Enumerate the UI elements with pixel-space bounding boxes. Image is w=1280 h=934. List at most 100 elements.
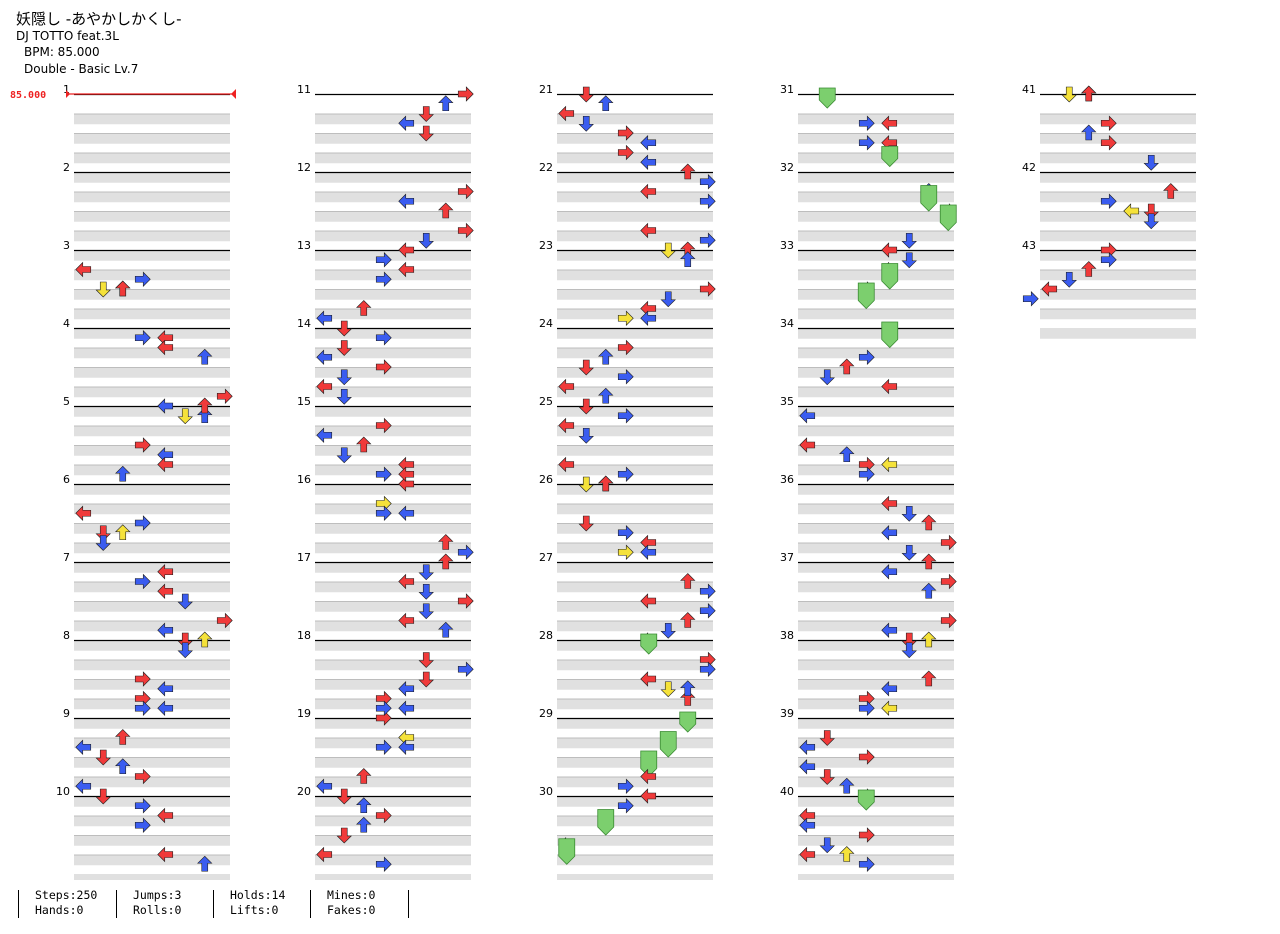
- arrow-note: [336, 827, 352, 844]
- beat-shade: [74, 562, 230, 573]
- beat-shade: [557, 562, 713, 573]
- beat-shade: [557, 815, 713, 827]
- beat-shade: [798, 113, 954, 125]
- arrow-note: [75, 778, 92, 794]
- arrow-note: [418, 564, 434, 581]
- beat-shade: [315, 503, 471, 515]
- beat-shade: [315, 854, 471, 866]
- measure-23: 23: [539, 232, 716, 339]
- beat-shade: [557, 874, 713, 880]
- step-chart: 1234567891011121314151617181920212223242…: [10, 83, 1196, 880]
- arrow-note: [418, 125, 434, 142]
- beat-shade: [74, 503, 230, 515]
- arrow-note: [881, 115, 898, 131]
- arrow-note: [356, 436, 372, 453]
- stat-top: Mines:0: [327, 888, 376, 902]
- beat-shade: [557, 698, 713, 710]
- arrow-note: [680, 680, 696, 697]
- measure-41: 41: [1022, 83, 1196, 183]
- beat-shade: [74, 308, 230, 320]
- arrow-note: [157, 456, 174, 473]
- beat-shade: [74, 289, 230, 300]
- arrow-note: [640, 135, 657, 151]
- beat-shade: [798, 191, 954, 203]
- arrow-note: [699, 193, 716, 209]
- measure-number: 26: [539, 473, 553, 486]
- arrow-note: [578, 476, 594, 493]
- arrow-note: [578, 398, 594, 415]
- measure-29: 29: [539, 707, 713, 807]
- arrow-note: [336, 340, 352, 356]
- arrow-note: [640, 544, 657, 560]
- beat-shade: [557, 308, 713, 320]
- beat-shade: [315, 640, 471, 651]
- beat-shade: [798, 406, 954, 417]
- arrow-note: [578, 515, 594, 532]
- arrow-note: [819, 730, 835, 746]
- arrow-note: [398, 681, 415, 697]
- beat-shade: [315, 386, 471, 398]
- measure-number: 9: [63, 707, 70, 720]
- beat-shade: [315, 250, 471, 261]
- beat-shade: [798, 230, 954, 242]
- measure-number: 4: [63, 317, 70, 330]
- arrow-note: [858, 827, 875, 843]
- measure-28: 28: [539, 629, 716, 729]
- hold-note: [818, 87, 836, 109]
- arrow-note: [881, 700, 898, 716]
- beat-shade: [74, 523, 230, 534]
- arrow-note: [336, 320, 352, 337]
- arrow-note: [660, 681, 676, 698]
- beat-shade: [315, 328, 471, 339]
- beat-shade: [798, 737, 954, 749]
- arrow-note: [418, 106, 434, 122]
- beat-shade: [1040, 211, 1196, 222]
- beat-shade: [74, 659, 230, 671]
- beat-shade: [74, 191, 230, 203]
- measure-number: 7: [63, 551, 70, 564]
- beat-shade: [557, 542, 713, 554]
- beat-shade: [315, 445, 471, 456]
- arrow-note: [316, 427, 333, 443]
- arrow-note: [1061, 271, 1077, 288]
- hold-note: [881, 263, 899, 290]
- arrow-note: [216, 388, 233, 404]
- arrow-note: [418, 652, 434, 668]
- measure-number: 14: [297, 317, 311, 330]
- arrow-note: [578, 427, 594, 444]
- beat-shade: [1040, 230, 1196, 242]
- beat-shade: [315, 776, 471, 788]
- arrow-note: [799, 817, 816, 833]
- measure-number: 42: [1022, 161, 1036, 174]
- arrow-note: [95, 788, 111, 805]
- measure-19: 19: [297, 700, 471, 807]
- hold-note: [857, 282, 875, 310]
- beat-shade: [557, 640, 713, 651]
- beat-shade: [557, 776, 713, 788]
- measure-32: 32: [780, 161, 957, 261]
- arrow-note: [438, 621, 454, 638]
- measure-31: 31: [780, 83, 954, 183]
- measure-15: 15: [297, 395, 471, 495]
- beat-shade: [798, 854, 954, 866]
- arrow-note: [940, 534, 957, 551]
- arrow-note: [157, 622, 174, 638]
- measure-20: 20: [297, 768, 471, 880]
- measure-number: 38: [780, 629, 794, 642]
- beat-shade: [557, 347, 713, 359]
- arrow-note: [115, 729, 131, 745]
- arrow-note: [598, 475, 614, 492]
- hold-note: [597, 809, 615, 836]
- arrow-note: [398, 505, 415, 521]
- beat-shade: [1040, 152, 1196, 164]
- arrow-note: [819, 369, 835, 386]
- beat-shade: [557, 289, 713, 300]
- beat-shade: [315, 269, 471, 281]
- beat-shade: [74, 776, 230, 788]
- beat-shade: [1040, 191, 1196, 203]
- beat-shade: [74, 386, 230, 398]
- beat-shade: [315, 464, 471, 476]
- beat-shade: [798, 601, 954, 612]
- beat-shade: [557, 406, 713, 417]
- beat-shade: [315, 698, 471, 710]
